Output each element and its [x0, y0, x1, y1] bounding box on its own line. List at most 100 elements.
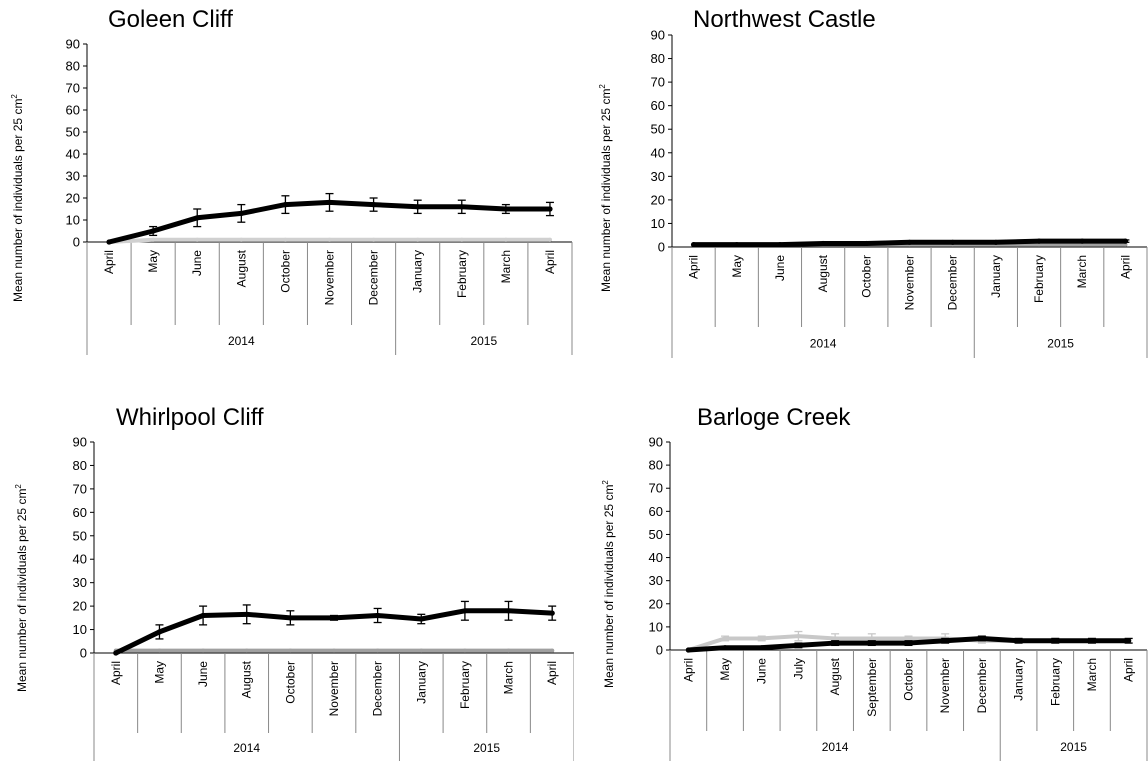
data-point	[1015, 638, 1022, 644]
chart-panel-whirlpool-cliff: Whirlpool Cliff Mean number of individua…	[0, 392, 574, 763]
year-group-label: 2015	[1047, 337, 1074, 351]
x-tick-label: November	[938, 658, 952, 713]
y-tick-label: 50	[651, 122, 665, 137]
y-tick-label: 80	[66, 59, 80, 74]
y-tick-label: 0	[80, 646, 87, 661]
data-point	[549, 610, 555, 616]
data-point	[863, 240, 869, 247]
x-tick-label: December	[975, 658, 989, 713]
x-tick-label: December	[367, 250, 381, 305]
data-point	[151, 237, 156, 242]
x-tick-label: February	[458, 661, 472, 709]
y-tick-label: 30	[73, 575, 87, 590]
y-tick-label: 50	[649, 527, 663, 542]
data-point	[156, 629, 163, 635]
data-point	[462, 648, 467, 653]
data-point	[415, 204, 421, 210]
data-point	[415, 237, 420, 242]
data-point	[1080, 242, 1085, 247]
data-point	[1122, 238, 1129, 244]
x-tick-label: April	[1122, 658, 1136, 682]
data-point	[327, 237, 332, 242]
data-point	[759, 636, 764, 641]
x-tick-label: October	[278, 250, 292, 293]
x-tick-label: May	[730, 255, 744, 278]
x-tick-label: March	[1075, 255, 1089, 288]
data-point	[796, 634, 801, 639]
x-tick-label: October	[283, 661, 297, 704]
x-tick-label: October	[902, 658, 916, 701]
data-point	[462, 608, 468, 614]
data-point	[1079, 238, 1085, 244]
x-tick-label: January	[411, 250, 425, 293]
x-tick-label: March	[499, 250, 513, 283]
year-group-label: 2014	[810, 337, 837, 351]
data-point	[795, 642, 802, 648]
chart-svg: 0 10 20 30 40 50 60 70 80 90 April May June August Oct…	[651, 28, 1148, 358]
data-point	[832, 640, 838, 646]
data-point	[375, 612, 381, 619]
y-tick-label: 0	[73, 235, 80, 250]
y-tick-label: 10	[649, 619, 663, 634]
chart-panel-barloge-creek: Barloge Creek Mean number of individuals…	[587, 392, 1148, 763]
x-tick-label: March	[502, 661, 516, 694]
x-tick-label: July	[791, 658, 805, 679]
data-point	[283, 237, 288, 242]
x-tick-label: April	[545, 661, 559, 685]
data-point	[371, 237, 376, 242]
chart-title: Barloge Creek	[697, 404, 851, 431]
data-point	[722, 645, 728, 651]
y-tick-label: 0	[658, 240, 665, 255]
y-tick-label: 80	[649, 458, 663, 473]
x-tick-label: June	[755, 658, 769, 684]
data-point	[287, 615, 293, 621]
y-tick-label: 70	[651, 75, 665, 90]
y-tick-label: 40	[651, 145, 665, 160]
x-tick-label: August	[234, 249, 248, 287]
x-tick-label: August	[240, 660, 254, 698]
data-point	[244, 648, 249, 653]
data-point	[993, 239, 999, 245]
year-group-label: 2015	[1060, 740, 1087, 754]
x-tick-label: February	[455, 250, 469, 298]
y-tick-label: 90	[649, 435, 663, 450]
y-tick-label: 40	[649, 550, 663, 565]
year-group-label: 2014	[233, 741, 260, 755]
data-point	[1052, 638, 1058, 644]
y-tick-label: 80	[651, 51, 665, 66]
y-tick-label: 50	[73, 528, 87, 543]
y-tick-label: 40	[73, 552, 87, 567]
data-point	[505, 608, 512, 614]
x-tick-label: August	[828, 657, 842, 695]
chart-title: Whirlpool Cliff	[116, 404, 264, 431]
y-tick-label: 20	[649, 596, 663, 611]
y-tick-label: 40	[66, 147, 80, 162]
y-tick-label: 10	[66, 213, 80, 228]
data-point	[238, 210, 244, 216]
data-point	[690, 242, 697, 248]
chart-svg: 0 10 20 30 40 50 60 70 80 90 April May June August Oct…	[73, 435, 574, 761]
y-tick-label: 50	[66, 125, 80, 140]
x-tick-label: April	[102, 250, 116, 274]
data-point	[244, 611, 250, 617]
data-point	[201, 648, 206, 653]
y-tick-label: 90	[73, 435, 87, 450]
x-tick-label: April	[1118, 255, 1132, 279]
data-point	[942, 638, 948, 644]
data-point	[331, 615, 337, 621]
data-point	[200, 612, 206, 619]
x-tick-label: April	[687, 255, 701, 279]
x-tick-label: January	[414, 661, 428, 704]
data-point	[106, 239, 112, 245]
data-point	[375, 648, 380, 653]
data-point	[547, 237, 552, 242]
y-tick-label: 70	[649, 481, 663, 496]
data-point	[550, 648, 555, 653]
data-point	[459, 204, 465, 210]
y-tick-label: 60	[649, 504, 663, 519]
data-point	[1037, 242, 1042, 247]
data-point	[157, 648, 162, 653]
y-tick-label: 30	[66, 169, 80, 184]
y-tick-label: 30	[651, 169, 665, 184]
x-tick-label: March	[1085, 658, 1099, 691]
